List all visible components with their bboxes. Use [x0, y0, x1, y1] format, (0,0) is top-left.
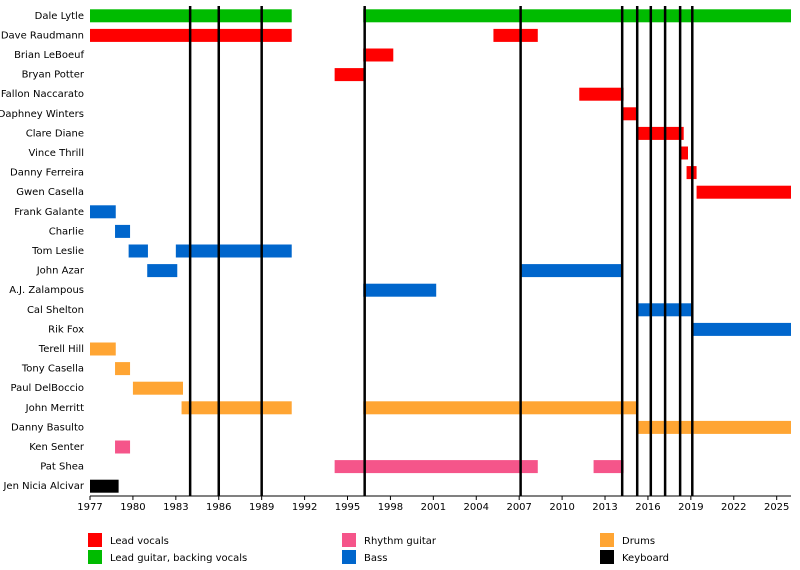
x-tick-label: 2010: [549, 502, 574, 513]
tenure-bar: [147, 264, 178, 278]
member-label: Fallon Naccarato: [1, 89, 84, 100]
member-label: Clare Diane: [26, 128, 84, 139]
legend-label: Drums: [622, 536, 655, 547]
tenure-bar: [175, 244, 292, 258]
x-tick-label: 1998: [378, 502, 403, 513]
legend-label: Keyboard: [622, 553, 669, 564]
member-label: Gwen Casella: [16, 187, 84, 198]
legend-swatch: [88, 533, 102, 547]
x-tick-label: 2016: [635, 502, 660, 513]
tenure-bar: [90, 479, 119, 493]
tenure-bar: [363, 48, 394, 62]
member-label: Tom Leslie: [31, 246, 84, 257]
x-tick-label: 1995: [335, 502, 360, 513]
member-label: Tony Casella: [21, 364, 84, 375]
member-label: Dave Raudmann: [1, 30, 84, 41]
member-label: Charlie: [49, 226, 84, 237]
tenure-bar: [115, 224, 131, 238]
x-tick-label: 2019: [678, 502, 703, 513]
tenure-bar: [132, 381, 183, 395]
member-label: Vince Thrill: [29, 148, 84, 159]
member-label: Ken Senter: [29, 442, 85, 453]
tenure-bar: [363, 401, 638, 415]
x-tick-label: 1986: [206, 502, 231, 513]
tenure-bar: [520, 264, 623, 278]
tenure-bar: [680, 146, 688, 160]
x-tick-label: 2022: [721, 502, 746, 513]
member-label: A.J. Zalampous: [9, 285, 84, 296]
tenure-bar: [692, 322, 791, 336]
tenure-bar: [90, 342, 116, 356]
legend-swatch: [342, 550, 356, 564]
legend-label: Rhythm guitar: [364, 536, 437, 547]
member-label: Rik Fox: [48, 324, 84, 335]
legend-label: Bass: [364, 553, 387, 564]
legend-label: Lead vocals: [110, 536, 169, 547]
tenure-bar: [90, 205, 116, 219]
member-label: Terell Hill: [38, 344, 84, 355]
x-tick-label: 2001: [421, 502, 446, 513]
member-label: Danny Ferreira: [10, 168, 84, 179]
tenure-bar: [579, 87, 624, 101]
x-tick-label: 1992: [292, 502, 317, 513]
legend-swatch: [600, 533, 614, 547]
tenure-bar: [363, 283, 437, 297]
member-label: Frank Galante: [14, 207, 84, 218]
tenure-bar: [334, 460, 538, 474]
x-tick-label: 2004: [464, 502, 489, 513]
legend-swatch: [88, 550, 102, 564]
tenure-bar: [622, 107, 638, 121]
member-label: Paul DelBoccio: [10, 383, 84, 394]
x-tick-label: 1977: [77, 502, 102, 513]
x-tick-label: 2007: [506, 502, 531, 513]
x-tick-label: 1983: [163, 502, 188, 513]
tenure-bar: [637, 420, 791, 434]
tenure-bar: [334, 68, 365, 82]
x-tick-label: 1989: [249, 502, 274, 513]
member-label: Pat Shea: [40, 462, 84, 473]
x-tick-label: 2013: [592, 502, 617, 513]
x-tick-label: 1980: [120, 502, 145, 513]
tenure-bar: [115, 362, 131, 376]
member-label: Danny Basulto: [11, 422, 84, 433]
member-label: Bryan Potter: [22, 70, 85, 81]
tenure-bar: [115, 440, 131, 454]
member-label: John Merritt: [25, 403, 84, 414]
member-label: John Azar: [36, 266, 85, 277]
tenure-bar: [637, 126, 684, 140]
member-label: Dale Lytle: [35, 11, 84, 22]
tenure-bar: [181, 401, 292, 415]
tenure-bar: [363, 9, 791, 23]
member-label: Brian LeBoeuf: [14, 50, 84, 61]
x-tick-label: 2025: [764, 502, 789, 513]
tenure-bar: [696, 185, 791, 199]
legend-swatch: [342, 533, 356, 547]
member-label: Cal Shelton: [27, 305, 84, 316]
member-label: Jen Nicia Alcivar: [2, 481, 84, 492]
legend-swatch: [600, 550, 614, 564]
member-label: Daphney Winters: [0, 109, 84, 120]
legend-label: Lead guitar, backing vocals: [110, 553, 247, 564]
tenure-bar: [493, 28, 538, 42]
tenure-bar: [593, 460, 624, 474]
tenure-bar: [128, 244, 148, 258]
